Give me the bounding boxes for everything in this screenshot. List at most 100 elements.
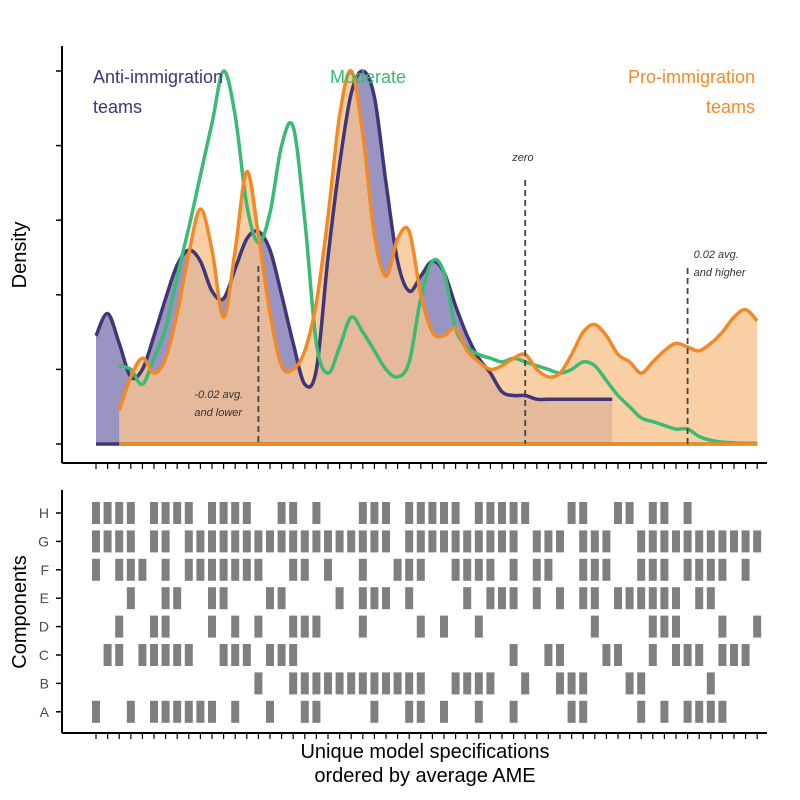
component-tile-B xyxy=(358,672,367,695)
component-tile-A xyxy=(126,700,135,723)
component-tile-G xyxy=(695,530,704,553)
component-tile-F xyxy=(637,558,646,581)
component-tile-F xyxy=(683,558,692,581)
annotation-low-label: -0.02 avg. xyxy=(194,389,243,401)
component-tile-E xyxy=(405,587,414,610)
density-panel: -0.02 avg. and lower zero 0.02 avg. and high… xyxy=(9,46,767,469)
component-row-label: H xyxy=(39,505,49,521)
component-tile-H xyxy=(242,502,251,524)
component-tile-B xyxy=(451,672,460,695)
legend-moderate-label: Moderate xyxy=(330,67,406,87)
component-tile-H xyxy=(312,502,321,524)
component-tile-G xyxy=(440,530,448,553)
component-tile-F xyxy=(92,558,100,581)
component-tile-H xyxy=(416,502,425,524)
component-tile-F xyxy=(231,558,240,581)
component-tile-H xyxy=(370,502,379,524)
component-tile-E xyxy=(219,587,228,610)
component-tile-H xyxy=(289,502,298,524)
component-tile-F xyxy=(208,558,216,581)
component-tile-E xyxy=(509,587,518,610)
component-tile-H xyxy=(208,502,216,524)
component-tile-F xyxy=(219,558,228,581)
component-tile-H xyxy=(358,502,367,524)
component-tile-A xyxy=(637,700,646,723)
legend-pro-label: Pro-immigration xyxy=(628,67,755,87)
component-tile-B xyxy=(486,672,495,695)
component-tile-G xyxy=(753,530,762,553)
component-tile-A xyxy=(312,700,321,723)
component-tile-G xyxy=(474,530,483,553)
component-tile-H xyxy=(184,502,193,524)
component-tile-G xyxy=(208,530,216,553)
component-tile-C xyxy=(683,644,692,666)
components-x-axis-title-line-1: Unique model specifications xyxy=(300,741,549,763)
component-tile-D xyxy=(660,615,669,638)
component-tile-B xyxy=(625,672,634,695)
annotation-low-label: and lower xyxy=(194,407,243,419)
component-tile-B xyxy=(521,672,530,695)
component-tile-F xyxy=(289,558,298,581)
component-tile-B xyxy=(347,672,356,695)
annotation-high-label: and higher xyxy=(694,267,747,279)
legend-anti-label: Anti-immigration xyxy=(93,67,223,87)
density-line-layer xyxy=(94,69,759,446)
component-tile-D xyxy=(416,615,425,638)
component-tile-H xyxy=(405,502,414,524)
component-tile-F xyxy=(474,558,483,581)
component-tile-B xyxy=(254,672,263,695)
component-tile-A xyxy=(300,700,309,723)
component-tile-C xyxy=(718,644,727,666)
component-tile-F xyxy=(509,558,518,581)
component-tile-G xyxy=(103,530,112,553)
component-tile-A xyxy=(683,700,692,723)
component-tile-G xyxy=(579,530,588,553)
component-tile-E xyxy=(208,587,216,610)
component-tile-H xyxy=(440,502,448,524)
component-tile-G xyxy=(335,530,344,553)
component-tile-H xyxy=(173,502,182,524)
component-tile-B xyxy=(324,672,332,695)
component-tile-H xyxy=(428,502,437,524)
component-tile-H xyxy=(521,502,530,524)
component-tile-F xyxy=(741,558,750,581)
component-tile-C xyxy=(115,644,124,666)
component-tile-G xyxy=(92,530,100,553)
component-tile-G xyxy=(219,530,228,553)
component-tile-D xyxy=(648,615,657,638)
component-tile-E xyxy=(706,587,715,610)
component-tile-A xyxy=(231,700,240,723)
component-tile-E xyxy=(648,587,657,610)
component-tile-D xyxy=(208,615,216,638)
component-tile-C xyxy=(289,644,298,666)
component-tile-D xyxy=(474,615,483,638)
component-tile-G xyxy=(544,530,553,553)
component-tile-H xyxy=(579,502,588,524)
component-tile-C xyxy=(242,644,251,666)
component-tile-A xyxy=(567,700,576,723)
component-tile-D xyxy=(161,615,170,638)
component-tile-A xyxy=(173,700,182,723)
component-tile-E xyxy=(486,587,495,610)
component-tile-E xyxy=(532,587,541,610)
component-tile-G xyxy=(683,530,692,553)
component-tile-G xyxy=(300,530,309,553)
components-x-ticks xyxy=(95,733,758,739)
component-row-label: D xyxy=(39,619,49,635)
component-tile-E xyxy=(556,587,564,610)
component-tile-A xyxy=(161,700,170,723)
component-tile-E xyxy=(335,587,344,610)
component-tile-B xyxy=(335,672,344,695)
component-tile-F xyxy=(660,558,669,581)
annotation-high-label: 0.02 avg. xyxy=(694,249,739,261)
component-row-label: E xyxy=(40,590,49,606)
component-tile-E xyxy=(660,587,669,610)
component-tile-A xyxy=(474,700,483,723)
component-tile-G xyxy=(254,530,263,553)
component-tiles xyxy=(92,502,762,723)
component-tile-G xyxy=(115,530,124,553)
component-tile-C xyxy=(173,644,182,666)
component-tile-F xyxy=(602,558,611,581)
density-y-ticks xyxy=(56,70,62,445)
component-tile-G xyxy=(637,530,646,553)
